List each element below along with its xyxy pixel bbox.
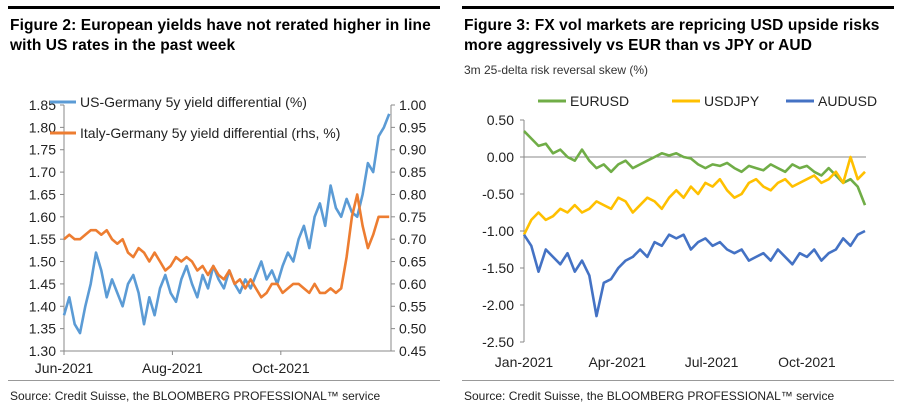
x-tick-label: Oct-2021 (778, 354, 836, 370)
figure-3-source: Source: Credit Suisse, the BLOOMBERG PRO… (464, 389, 835, 403)
left-y-tick-label: 1.35 (29, 321, 56, 337)
left-y-tick-label: 1.30 (29, 343, 56, 359)
figure-3-subtitle: 3m 25-delta risk reversal skew (%) (464, 63, 649, 77)
figure-2-panel: Figure 2: European yields have not rerat… (0, 0, 446, 413)
left-y-tick-label: 1.45 (29, 276, 56, 292)
figure-2-title: Figure 2: European yields have not rerat… (10, 17, 431, 54)
figure-3-bottom-rule (462, 380, 894, 381)
right-y-tick-label: 0.80 (399, 186, 426, 202)
right-y-tick-label: 0.45 (399, 343, 426, 359)
right-y-tick-label: 0.65 (399, 254, 426, 270)
x-tick-label: Oct-2021 (252, 360, 310, 376)
us-germany-series-line (62, 113, 391, 335)
left-y-tick-label: 1.55 (29, 231, 56, 247)
x-tick-label: Jul-2021 (685, 354, 739, 370)
legend-eurusd-label: EURUSD (570, 93, 629, 109)
legend-audusd-label: AUDUSD (818, 93, 877, 109)
left-y-tick-label: 1.50 (29, 254, 56, 270)
left-y-tick-label: 1.60 (29, 209, 56, 225)
right-y-tick-label: 1.00 (399, 97, 426, 113)
figure-3-chart: -2.50 -2.00 -1.50 -1.00 -0.50 0.00 0.50 Jan-202… (482, 93, 877, 370)
left-y-tick-label: 1.40 (29, 298, 56, 314)
x-tick-label: Apr-2021 (588, 354, 646, 370)
figure-2-bottom-rule (8, 380, 440, 381)
x-tick-label: Jan-2021 (495, 354, 554, 370)
y-tick-label: -0.50 (482, 186, 514, 202)
y-tick-label: -1.50 (482, 260, 514, 276)
italy-germany-series-line (63, 193, 390, 299)
y-tick-label: 0.00 (487, 149, 514, 165)
left-y-tick-label: 1.85 (29, 97, 56, 113)
figure-2-top-rule (8, 6, 440, 9)
right-y-tick-label: 0.75 (399, 209, 426, 225)
left-y-tick-label: 1.75 (29, 142, 56, 158)
right-y-tick-label: 0.95 (399, 119, 426, 135)
y-tick-label: 0.50 (487, 112, 514, 128)
figure-3-top-rule (462, 6, 894, 9)
usdjpy-series-line (522, 155, 866, 236)
x-tick-label: Jun-2021 (35, 360, 94, 376)
legend-us-label: US-Germany 5y yield differential (%) (80, 94, 307, 110)
figure-2-source: Source: Credit Suisse, the BLOOMBERG PRO… (10, 389, 381, 403)
eurusd-series-line (523, 130, 867, 206)
right-y-tick-label: 0.85 (399, 164, 426, 180)
right-y-tick-label: 0.50 (399, 321, 426, 337)
figure-3-panel: Figure 3: FX vol markets are repricing U… (454, 0, 900, 413)
left-y-tick-label: 1.65 (29, 186, 56, 202)
right-y-tick-label: 0.60 (399, 276, 426, 292)
audusd-series-line (522, 229, 866, 318)
figure-3-title: Figure 3: FX vol markets are repricing U… (464, 17, 880, 54)
left-y-tick-label: 1.70 (29, 164, 56, 180)
y-tick-label: -2.00 (482, 297, 514, 313)
right-y-tick-label: 0.90 (399, 142, 426, 158)
left-y-tick-label: 1.80 (29, 119, 56, 135)
y-tick-label: -2.50 (482, 334, 514, 350)
legend-italy-label: Italy-Germany 5y yield differential (rhs… (80, 125, 340, 141)
figure-2-chart: 1.30 1.35 1.40 1.45 1.50 1.55 1.60 1.65 1.70 1.75… (29, 94, 427, 376)
right-y-tick-label: 0.55 (399, 298, 426, 314)
legend-usdjpy-label: USDJPY (704, 93, 760, 109)
x-tick-label: Aug-2021 (142, 360, 203, 376)
y-tick-label: -1.00 (482, 223, 514, 239)
right-y-tick-label: 0.70 (399, 231, 426, 247)
